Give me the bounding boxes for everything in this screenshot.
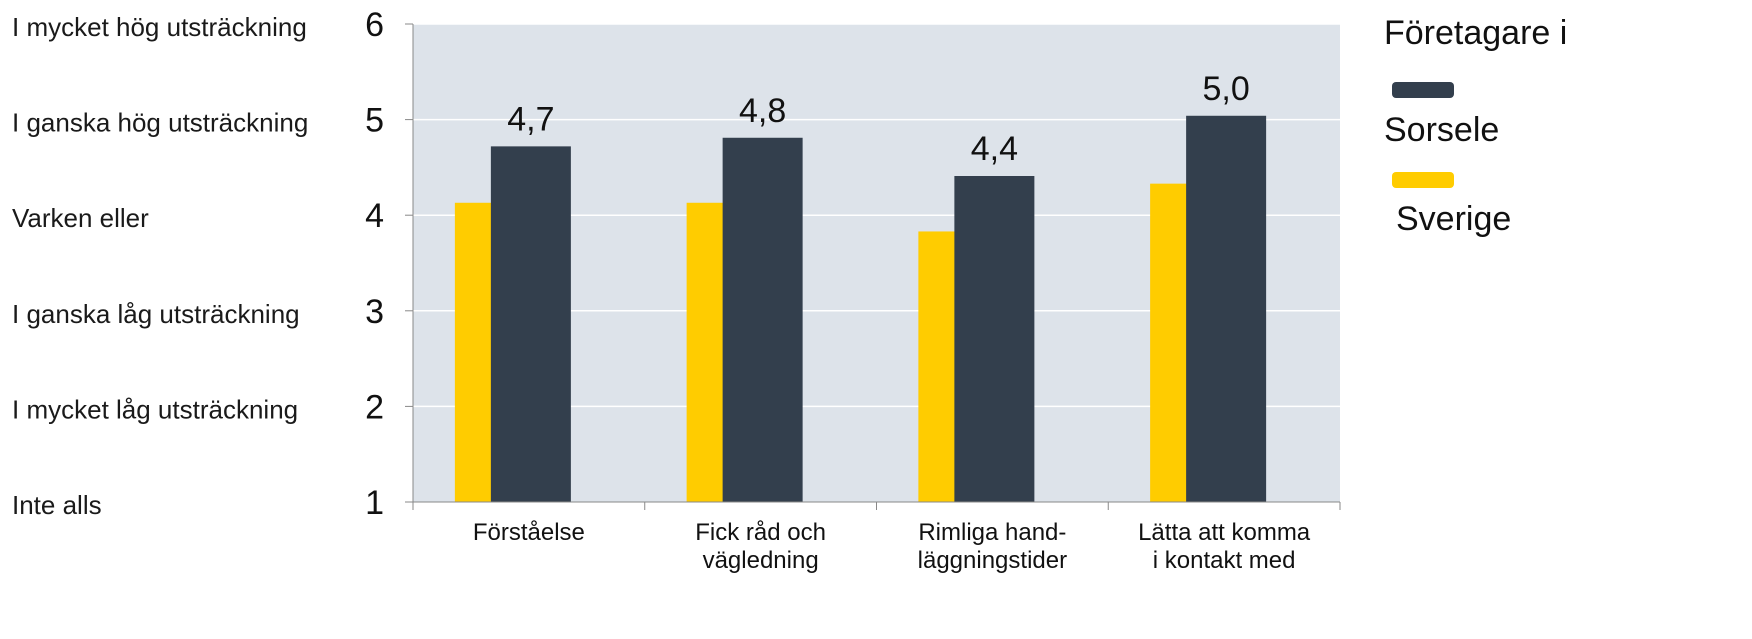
category-label: Fick råd och vägledning: [695, 519, 826, 574]
scale-label: Inte alls: [12, 490, 102, 520]
bar-sorsele: [954, 176, 1035, 502]
data-label: 4,7: [507, 100, 554, 138]
category-label-line: i kontakt med: [1153, 547, 1296, 574]
data-labels: 4,7 4,8 4,4 5,0: [507, 70, 1250, 168]
category-label-line: vägledning: [703, 547, 819, 574]
y-tick-label: 4: [365, 197, 384, 235]
bar-sorsele: [1186, 115, 1267, 502]
data-label: 4,4: [971, 130, 1018, 168]
scale-label: Varken eller: [12, 203, 149, 233]
bar-sorsele: [490, 146, 571, 503]
legend-label-sorsele: Sorsele: [1384, 111, 1499, 149]
legend: Företagare i Sorsele Sverige: [1384, 14, 1567, 238]
category-label-line: Lätta att komma: [1138, 519, 1311, 546]
y-tick-label: 3: [365, 293, 384, 331]
category-label: Lätta att komma i kontakt med: [1138, 519, 1311, 574]
data-label: 4,8: [739, 92, 786, 130]
category-label-line: Förståelse: [473, 519, 585, 546]
axes: [405, 23, 1341, 510]
legend-title: Företagare i: [1384, 14, 1567, 52]
y-tick-labels: 1 2 3 4 5 6: [365, 6, 384, 522]
bars: [454, 115, 1267, 503]
scale-label: I ganska låg utsträckning: [12, 299, 300, 329]
y-tick-label: 1: [365, 484, 384, 522]
scale-labels: Inte alls I mycket låg utsträckning I gans…: [12, 12, 308, 520]
data-label: 5,0: [1202, 70, 1249, 108]
category-label: Förståelse: [473, 519, 585, 546]
scale-label: I mycket hög utsträckning: [12, 12, 307, 42]
legend-label-sverige: Sverige: [1396, 200, 1511, 238]
y-tick-label: 5: [365, 102, 384, 140]
scale-label: I mycket låg utsträckning: [12, 394, 298, 424]
category-labels: Förståelse Fick råd och vägledning Rimliga …: [473, 519, 1311, 574]
category-label: Rimliga hand-läggningstider: [918, 519, 1067, 574]
bar-sorsele: [722, 137, 803, 502]
y-tick-label: 6: [365, 6, 384, 44]
legend-swatch-sverige: [1392, 172, 1454, 188]
legend-swatch-sorsele: [1392, 82, 1454, 98]
category-label-line: Fick råd och: [695, 519, 826, 546]
y-tick-label: 2: [365, 388, 384, 426]
scale-label: I ganska hög utsträckning: [12, 108, 308, 138]
category-label-line: Rimliga hand-: [918, 519, 1066, 546]
category-label-line: läggningstider: [918, 547, 1067, 574]
